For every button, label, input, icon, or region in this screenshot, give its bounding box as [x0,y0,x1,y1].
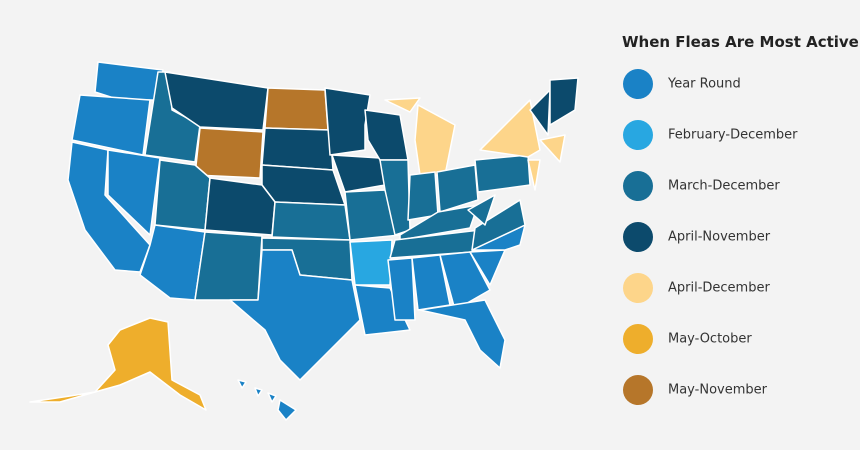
legend-title: When Fleas Are Most Active [622,33,859,51]
state [436,164,479,213]
state [267,392,277,403]
state [324,87,371,156]
state [539,134,566,163]
state [527,159,541,191]
legend-swatch [623,69,653,99]
legend-swatch [623,171,653,201]
state [254,387,263,397]
state [194,127,264,179]
legend-label: April-December [668,281,770,296]
state [384,97,421,113]
legend-swatch [623,222,653,252]
state [261,164,346,206]
state [94,317,207,411]
state [549,77,579,126]
legend-label: April-November [668,230,771,245]
legend-swatch [623,375,653,405]
state [349,239,393,286]
legend-label: Year Round [667,77,741,92]
state [271,201,351,241]
legend-label: May-October [668,332,752,347]
state [237,379,247,389]
state [107,149,161,236]
state [379,159,411,236]
states [29,61,579,421]
legend-swatch [623,273,653,303]
state [264,87,329,131]
state [479,99,541,158]
state [277,399,297,421]
state [471,199,526,251]
state [474,154,531,193]
state [261,127,334,171]
state [439,251,491,311]
state [407,171,439,221]
state [529,89,551,136]
legend-swatch [623,324,653,354]
state [164,71,269,131]
state [419,299,506,369]
state [387,257,416,321]
state [354,284,411,336]
state [469,249,506,286]
state [154,159,211,231]
legend-label: March-December [668,179,780,194]
state [229,249,361,381]
legend-swatch [623,120,653,150]
legend-label: February-December [668,128,798,143]
legend: Year Round February-December March-Decembe… [623,69,798,405]
state [194,231,263,301]
state [467,194,496,226]
state [67,141,151,273]
state [29,391,96,403]
legend-label: May-November [668,383,768,398]
